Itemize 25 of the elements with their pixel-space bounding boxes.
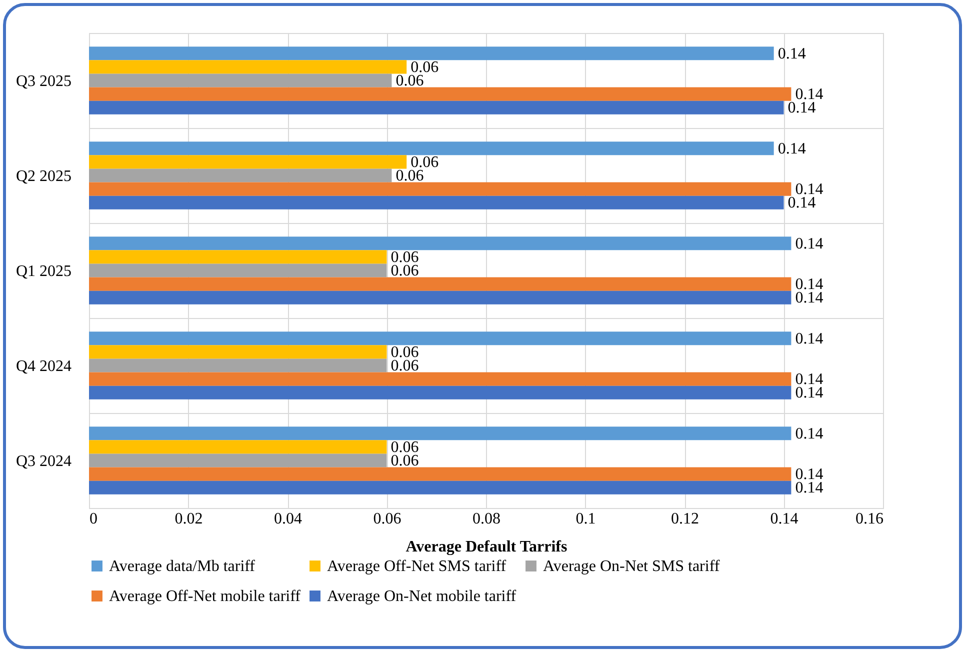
legend-label: Average Off-Net SMS tariff [327, 558, 507, 575]
x-tick-label: 0.12 [671, 510, 699, 528]
x-tick-label: 0.08 [472, 510, 500, 528]
y-tick-label: Q2 2025 [16, 168, 72, 185]
data-label: 0.14 [778, 140, 806, 158]
x-tick-label: 0.14 [770, 510, 798, 528]
x-tick-label: 0.16 [856, 510, 884, 528]
legend-label: Average On-Net mobile tariff [327, 588, 517, 605]
x-tick-label: 0 [90, 510, 98, 528]
y-tick-label: Q1 2025 [16, 263, 72, 280]
x-tick-label: 0.06 [373, 510, 402, 528]
legend-label: Average data/Mb tariff [109, 558, 256, 575]
data-label: 0.14 [778, 45, 806, 62]
x-tick-label: 0.04 [274, 510, 302, 528]
y-tick-label: Q3 2025 [16, 73, 72, 90]
data-label: 0.14 [795, 330, 824, 348]
y-tick-label: Q4 2024 [16, 358, 72, 375]
legend-label: Average Off-Net mobile tariff [109, 588, 302, 605]
x-tick-label: 0.1 [576, 510, 596, 528]
x-tick-label: 0.02 [174, 510, 203, 528]
data-label: 0.14 [795, 425, 824, 442]
y-tick-label: Q3 2024 [16, 453, 72, 470]
data-label: 0.14 [795, 235, 824, 252]
legend-label: Average On-Net SMS tariff [543, 558, 720, 575]
x-axis-title: Average Default Tarrifs [406, 538, 568, 556]
